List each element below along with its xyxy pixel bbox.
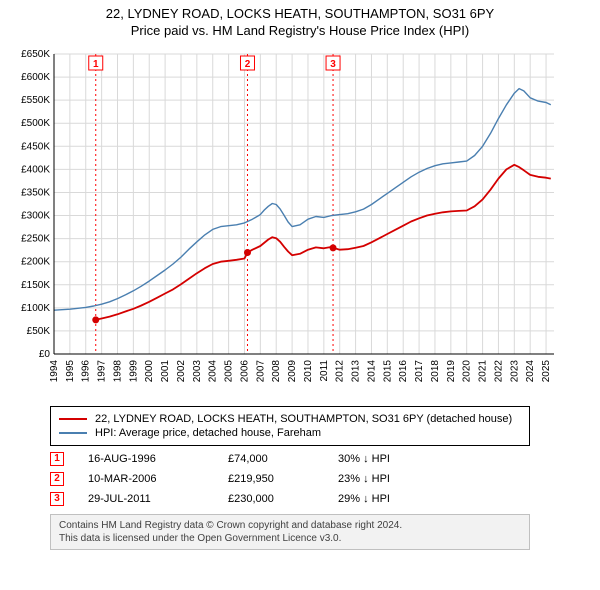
svg-text:£200K: £200K	[21, 256, 50, 267]
svg-text:£400K: £400K	[21, 164, 50, 175]
svg-text:2024: 2024	[525, 359, 536, 382]
svg-text:1994: 1994	[49, 359, 60, 382]
svg-text:2000: 2000	[144, 359, 155, 382]
transaction-row: 1 16-AUG-1996£74,00030% ↓ HPI	[50, 452, 580, 466]
svg-text:£550K: £550K	[21, 95, 50, 106]
legend-label: HPI: Average price, detached house, Fare…	[95, 427, 321, 439]
transaction-diff: 29% ↓ HPI	[338, 493, 390, 505]
transaction-marker: 2	[50, 472, 64, 486]
svg-text:2007: 2007	[255, 359, 266, 382]
svg-text:2020: 2020	[462, 359, 473, 382]
legend-label: 22, LYDNEY ROAD, LOCKS HEATH, SOUTHAMPTO…	[95, 413, 512, 425]
svg-text:£250K: £250K	[21, 233, 50, 244]
svg-text:2021: 2021	[478, 359, 489, 382]
svg-text:2: 2	[245, 59, 251, 70]
svg-text:2022: 2022	[493, 359, 504, 382]
svg-text:£300K: £300K	[21, 210, 50, 221]
svg-text:2012: 2012	[335, 359, 346, 382]
svg-text:2011: 2011	[319, 359, 330, 381]
svg-text:£600K: £600K	[21, 72, 50, 83]
attribution-box: Contains HM Land Registry data © Crown c…	[50, 514, 530, 550]
transaction-marker: 3	[50, 492, 64, 506]
attribution-line-2: This data is licensed under the Open Gov…	[59, 532, 521, 545]
title-line-2: Price paid vs. HM Land Registry's House …	[8, 23, 592, 40]
svg-text:2002: 2002	[176, 359, 187, 382]
svg-text:1: 1	[93, 59, 99, 70]
transaction-row: 3 29-JUL-2011£230,00029% ↓ HPI	[50, 492, 580, 506]
svg-text:2009: 2009	[287, 359, 298, 382]
svg-text:2005: 2005	[224, 359, 235, 382]
svg-text:2010: 2010	[303, 359, 314, 382]
transaction-price: £74,000	[228, 453, 338, 465]
svg-text:2018: 2018	[430, 359, 441, 382]
transaction-date: 29-JUL-2011	[88, 493, 228, 505]
svg-text:2008: 2008	[271, 359, 282, 382]
transaction-date: 10-MAR-2006	[88, 473, 228, 485]
attribution-line-1: Contains HM Land Registry data © Crown c…	[59, 519, 521, 532]
svg-text:1996: 1996	[81, 359, 92, 382]
legend-item: 22, LYDNEY ROAD, LOCKS HEATH, SOUTHAMPTO…	[59, 413, 521, 425]
title-line-1: 22, LYDNEY ROAD, LOCKS HEATH, SOUTHAMPTO…	[8, 6, 592, 23]
svg-text:2001: 2001	[160, 359, 171, 382]
svg-text:£650K: £650K	[21, 49, 50, 60]
svg-text:£500K: £500K	[21, 118, 50, 129]
svg-text:£0: £0	[39, 349, 51, 360]
svg-text:2025: 2025	[541, 359, 552, 382]
svg-text:3: 3	[330, 59, 336, 70]
transaction-diff: 30% ↓ HPI	[338, 453, 390, 465]
svg-text:1995: 1995	[65, 359, 76, 382]
legend: 22, LYDNEY ROAD, LOCKS HEATH, SOUTHAMPTO…	[50, 406, 530, 446]
svg-text:2015: 2015	[382, 359, 393, 382]
svg-text:2017: 2017	[414, 359, 425, 382]
price-chart: £0 £50K £100K £150K £200K £250K £300K £350K £400…	[8, 46, 592, 398]
transaction-date: 16-AUG-1996	[88, 453, 228, 465]
svg-text:£100K: £100K	[21, 303, 50, 314]
svg-text:£50K: £50K	[27, 326, 51, 337]
transaction-price: £219,950	[228, 473, 338, 485]
svg-text:2013: 2013	[351, 359, 362, 382]
legend-swatch	[59, 418, 87, 420]
transaction-price: £230,000	[228, 493, 338, 505]
svg-text:2006: 2006	[239, 359, 250, 382]
legend-item: HPI: Average price, detached house, Fare…	[59, 427, 521, 439]
svg-text:2003: 2003	[192, 359, 203, 382]
legend-swatch	[59, 432, 87, 434]
svg-text:£350K: £350K	[21, 187, 50, 198]
svg-text:2014: 2014	[366, 359, 377, 382]
transaction-marker: 1	[50, 452, 64, 466]
svg-text:2023: 2023	[509, 359, 520, 382]
svg-text:1997: 1997	[97, 359, 108, 382]
svg-text:1998: 1998	[112, 359, 123, 382]
transactions-table: 1 16-AUG-1996£74,00030% ↓ HPI 2 10-MAR-2006…	[50, 452, 580, 506]
svg-text:2019: 2019	[446, 359, 457, 382]
transaction-diff: 23% ↓ HPI	[338, 473, 390, 485]
svg-text:2016: 2016	[398, 359, 409, 382]
chart-svg: £0 £50K £100K £150K £200K £250K £300K £350K £400…	[8, 46, 568, 398]
svg-text:2004: 2004	[208, 359, 219, 382]
chart-title-block: 22, LYDNEY ROAD, LOCKS HEATH, SOUTHAMPTO…	[8, 6, 592, 40]
transaction-row: 2 10-MAR-2006£219,95023% ↓ HPI	[50, 472, 580, 486]
svg-text:1999: 1999	[128, 359, 139, 382]
svg-text:£450K: £450K	[21, 141, 50, 152]
svg-text:£150K: £150K	[21, 280, 50, 291]
